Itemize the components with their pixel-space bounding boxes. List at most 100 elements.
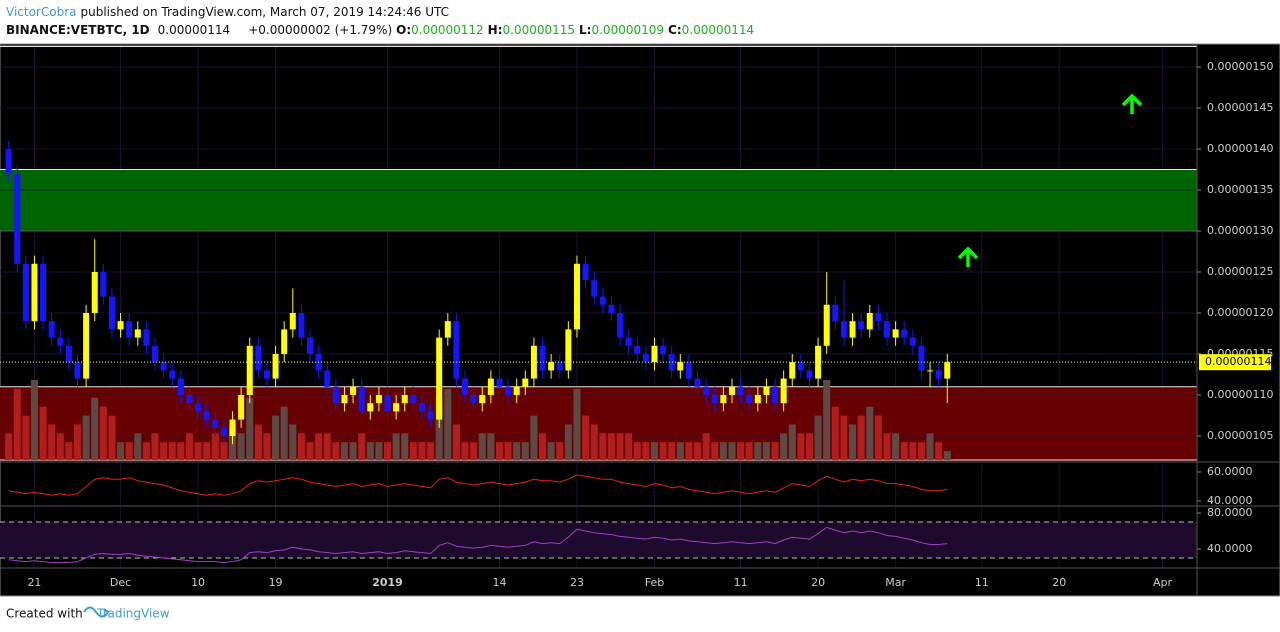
volume-bar — [711, 442, 719, 460]
volume-bar — [668, 442, 676, 460]
footer-text: Created with — [6, 607, 83, 621]
x-tick-label: 20 — [811, 576, 825, 589]
volume-bar — [22, 415, 30, 460]
candle-body — [918, 345, 925, 371]
candle-body — [703, 386, 710, 395]
candle-body — [737, 386, 744, 395]
candle-body — [677, 362, 684, 371]
candle-body — [685, 362, 692, 379]
y-tick-label: 40.0000 — [1207, 494, 1253, 507]
candle-body — [556, 362, 563, 371]
zone — [0, 45, 1197, 47]
volume-bar — [117, 442, 125, 460]
y-tick-label: 0.00000140 — [1207, 142, 1273, 155]
y-tick-label: 0.00000130 — [1207, 224, 1273, 237]
volume-bar — [263, 433, 271, 460]
volume-bar — [375, 442, 383, 460]
volume-bar — [900, 442, 908, 460]
volume-bar — [444, 388, 452, 460]
candle-body — [375, 394, 382, 404]
candle-body — [470, 394, 477, 404]
candle-body — [858, 321, 865, 330]
volume-bar — [849, 424, 857, 460]
candle-body — [195, 403, 202, 412]
indicator-line — [8, 474, 948, 496]
volume-bar — [160, 442, 168, 460]
candle-body — [324, 370, 331, 387]
y-tick-label: 0.00000135 — [1207, 183, 1273, 196]
volume-bar — [401, 433, 409, 460]
volume-bar — [56, 433, 64, 460]
candle-body — [367, 403, 374, 412]
candle-body — [479, 394, 486, 404]
candle-body — [427, 411, 434, 420]
candle-body — [14, 173, 21, 264]
volume-bar — [177, 442, 185, 460]
y-tick-label: 60.0000 — [1207, 465, 1253, 478]
volume-bar — [797, 433, 805, 460]
candle-body — [754, 394, 761, 404]
candle-body — [694, 378, 701, 387]
candle-body — [220, 427, 227, 436]
volume-bar — [874, 415, 882, 460]
x-tick-label: 23 — [570, 576, 584, 589]
volume-bar — [495, 442, 503, 460]
y-tick-label: 40.0000 — [1207, 542, 1253, 555]
candle-body — [642, 353, 649, 363]
volume-bar — [866, 406, 874, 460]
candle-body — [203, 411, 210, 420]
candle-body — [866, 312, 873, 330]
volume-bar — [125, 442, 133, 460]
volume-bar — [840, 415, 848, 460]
volume-bar — [168, 442, 176, 460]
volume-bar — [659, 442, 667, 460]
volume-bar — [435, 397, 443, 460]
candle-body — [487, 378, 494, 395]
volume-bar — [366, 442, 374, 460]
volume-bar — [788, 424, 796, 460]
candle-body — [608, 304, 615, 313]
volume-bar — [702, 433, 710, 460]
candle-body — [186, 394, 193, 404]
candle-body — [453, 321, 460, 379]
volume-bar — [539, 433, 547, 460]
candle-body — [436, 337, 443, 420]
volume-bar — [418, 442, 426, 460]
candle-body — [212, 419, 219, 428]
candle-body — [418, 403, 425, 412]
volume-bar — [220, 442, 228, 460]
x-tick-label: 20 — [1052, 576, 1066, 589]
x-tick-label: Apr — [1153, 576, 1173, 589]
volume-bar — [409, 442, 417, 460]
y-tick-label: 0.00000120 — [1207, 306, 1273, 319]
candle-body — [591, 280, 598, 297]
volume-bar — [30, 380, 38, 460]
candle-body — [892, 329, 899, 338]
footer-brand[interactable]: TradingView — [96, 607, 170, 621]
volume-bar — [134, 433, 142, 460]
l-value: 0.00000109 — [591, 23, 664, 37]
volume-bar — [340, 442, 348, 460]
candle-body — [806, 370, 813, 379]
candle-body — [444, 321, 451, 338]
x-tick-label: Mar — [885, 576, 906, 589]
volume-bar — [142, 442, 150, 460]
volume-bar — [943, 451, 951, 460]
header-line-1: VictorCobra published on TradingView.com,… — [6, 5, 449, 19]
c-label: C: — [668, 23, 682, 37]
candle-body — [875, 312, 882, 322]
volume-bar — [452, 424, 460, 460]
volume-bar — [857, 415, 865, 460]
volume-bar — [185, 433, 193, 460]
volume-bar — [74, 424, 82, 460]
change: +0.00000002 (+1.79%) — [248, 23, 392, 37]
author-link[interactable]: VictorCobra — [6, 5, 76, 19]
candle-body — [298, 312, 305, 338]
volume-bar — [272, 415, 280, 460]
volume-bar — [754, 442, 762, 460]
published-text: published on TradingView.com, March 07, … — [80, 5, 449, 19]
volume-bar — [917, 442, 925, 460]
candle-body — [832, 304, 839, 322]
volume-bar — [607, 433, 615, 460]
